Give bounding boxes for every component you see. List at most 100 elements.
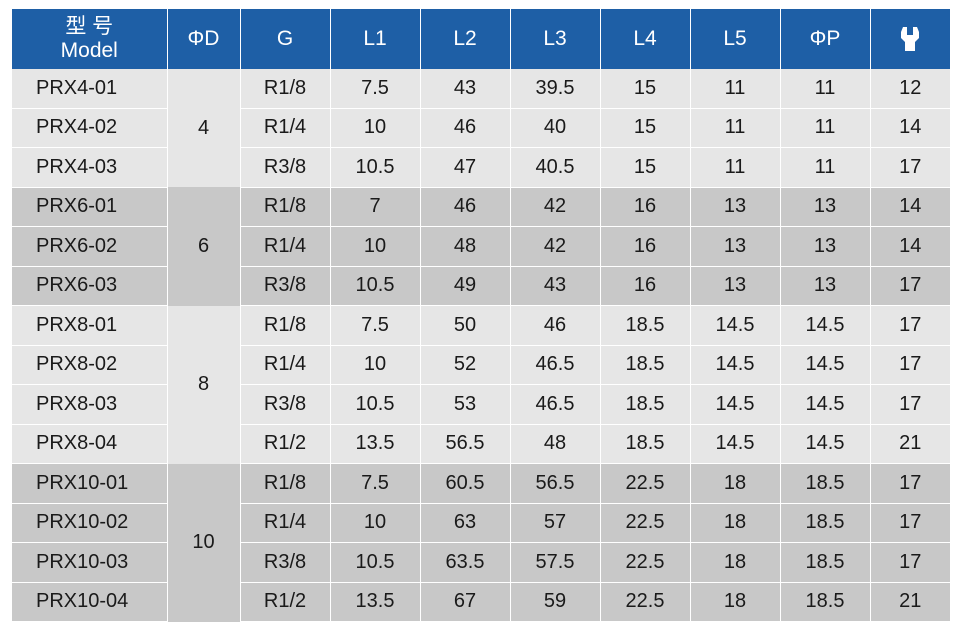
table-row: PRX6-02 R1/4 10 48 42 16 13 13 14 [12,226,950,267]
header-model-zh: 型 号 [65,15,114,38]
g-cell: R3/8 [240,542,331,583]
model-cell: PRX8-02 [12,345,168,385]
header-wrench [870,9,950,69]
g-cell: R1/8 [240,69,331,109]
wrench-cell: 17 [870,305,950,346]
l4-cell: 16 [600,187,691,227]
l5-cell: 14.5 [690,305,781,346]
l5-cell: 11 [690,108,781,148]
wrench-cell: 17 [870,503,950,543]
spec-table: 型 号 Model ΦD G L1 L2 L3 L4 L5 ΦP PRX4-01… [12,9,950,622]
l3-cell: 46.5 [510,345,601,385]
table-row: PRX8-04 R1/2 13.5 56.5 48 18.5 14.5 14.5 21 [12,424,950,464]
p-cell: 11 [780,108,871,148]
l4-cell: 18.5 [600,345,691,385]
l1-cell: 7.5 [330,463,421,504]
model-cell: PRX10-02 [12,503,168,543]
l3-cell: 43 [510,266,601,306]
wrench-cell: 17 [870,384,950,425]
l2-cell: 48 [420,226,511,267]
l2-cell: 46 [420,108,511,148]
l1-cell: 13.5 [330,424,421,464]
header-l3: L3 [510,9,601,69]
diameter-cell: 4 [167,69,241,187]
l3-cell: 39.5 [510,69,601,109]
l4-cell: 22.5 [600,582,691,622]
model-cell: PRX10-04 [12,582,168,622]
l3-cell: 57.5 [510,542,601,583]
l2-cell: 50 [420,305,511,346]
model-cell: PRX4-03 [12,147,168,188]
g-cell: R3/8 [240,266,331,306]
l5-cell: 18 [690,463,781,504]
header-d: ΦD [167,9,241,69]
wrench-cell: 17 [870,266,950,306]
table-row: PRX4-03 R3/8 10.5 47 40.5 15 11 11 17 [12,147,950,188]
l1-cell: 10.5 [330,147,421,188]
l1-cell: 10.5 [330,384,421,425]
l1-cell: 10 [330,108,421,148]
model-cell: PRX10-03 [12,542,168,583]
wrench-cell: 17 [870,147,950,188]
l4-cell: 15 [600,147,691,188]
g-cell: R3/8 [240,384,331,425]
l5-cell: 18 [690,542,781,583]
p-cell: 14.5 [780,424,871,464]
l4-cell: 16 [600,226,691,267]
l5-cell: 14.5 [690,384,781,425]
l5-cell: 11 [690,69,781,109]
l4-cell: 22.5 [600,503,691,543]
wrench-cell: 14 [870,226,950,267]
g-cell: R3/8 [240,147,331,188]
l1-cell: 10.5 [330,266,421,306]
table-row: PRX6-01 6 R1/8 7 46 42 16 13 13 14 [12,187,950,306]
model-cell: PRX8-04 [12,424,168,464]
g-cell: R1/4 [240,108,331,148]
l5-cell: 13 [690,266,781,306]
l2-cell: 63 [420,503,511,543]
l2-cell: 60.5 [420,463,511,504]
l2-cell: 49 [420,266,511,306]
p-cell: 13 [780,226,871,267]
table-row: PRX8-01 8 R1/8 7.5 50 46 18.5 14.5 14.5 17 [12,305,950,464]
l3-cell: 48 [510,424,601,464]
model-cell: PRX6-01 [12,187,168,227]
header-p: ΦP [780,9,871,69]
l4-cell: 16 [600,266,691,306]
table-row: PRX10-03 R3/8 10.5 63.5 57.5 22.5 18 18.5 17 [12,542,950,583]
table-row: PRX4-01 4 R1/8 7.5 43 39.5 15 11 11 12 [12,69,950,187]
l4-cell: 15 [600,108,691,148]
table-row: PRX10-01 10 R1/8 7.5 60.5 56.5 22.5 18 18.5 17 [12,463,950,622]
model-cell: PRX10-01 [12,463,168,504]
l2-cell: 43 [420,69,511,109]
wrench-cell: 14 [870,108,950,148]
l5-cell: 11 [690,147,781,188]
l1-cell: 7.5 [330,69,421,109]
p-cell: 18.5 [780,542,871,583]
l3-cell: 46.5 [510,384,601,425]
l4-cell: 22.5 [600,542,691,583]
l4-cell: 15 [600,69,691,109]
wrench-cell: 17 [870,542,950,583]
table-row: PRX8-03 R3/8 10.5 53 46.5 18.5 14.5 14.5 17 [12,384,950,425]
l2-cell: 67 [420,582,511,622]
model-cell: PRX6-02 [12,226,168,267]
wrench-cell: 14 [870,187,950,227]
p-cell: 18.5 [780,463,871,504]
l1-cell: 7 [330,187,421,227]
wrench-cell: 17 [870,345,950,385]
wrench-cell: 17 [870,463,950,504]
p-cell: 13 [780,266,871,306]
l4-cell: 22.5 [600,463,691,504]
wrench-cell: 12 [870,69,950,109]
table-row: PRX4-02 R1/4 10 46 40 15 11 11 14 [12,108,950,148]
l1-cell: 7.5 [330,305,421,346]
p-cell: 14.5 [780,384,871,425]
g-cell: R1/8 [240,305,331,346]
l3-cell: 56.5 [510,463,601,504]
l5-cell: 13 [690,187,781,227]
l2-cell: 47 [420,147,511,188]
header-l4: L4 [600,9,691,69]
diameter-cell: 6 [167,187,241,306]
model-cell: PRX4-01 [12,69,168,109]
